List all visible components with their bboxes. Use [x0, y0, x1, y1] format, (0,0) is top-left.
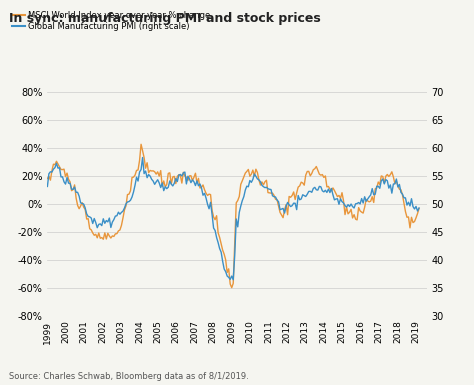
Text: In sync: manufacturing PMI and stock prices: In sync: manufacturing PMI and stock pri…: [9, 12, 321, 25]
Text: Source: Charles Schwab, Bloomberg data as of 8/1/2019.: Source: Charles Schwab, Bloomberg data a…: [9, 372, 249, 381]
Legend: MSCI World Index year-over-year % change, Global Manufacturing PMI (right scale): MSCI World Index year-over-year % change…: [9, 8, 214, 34]
